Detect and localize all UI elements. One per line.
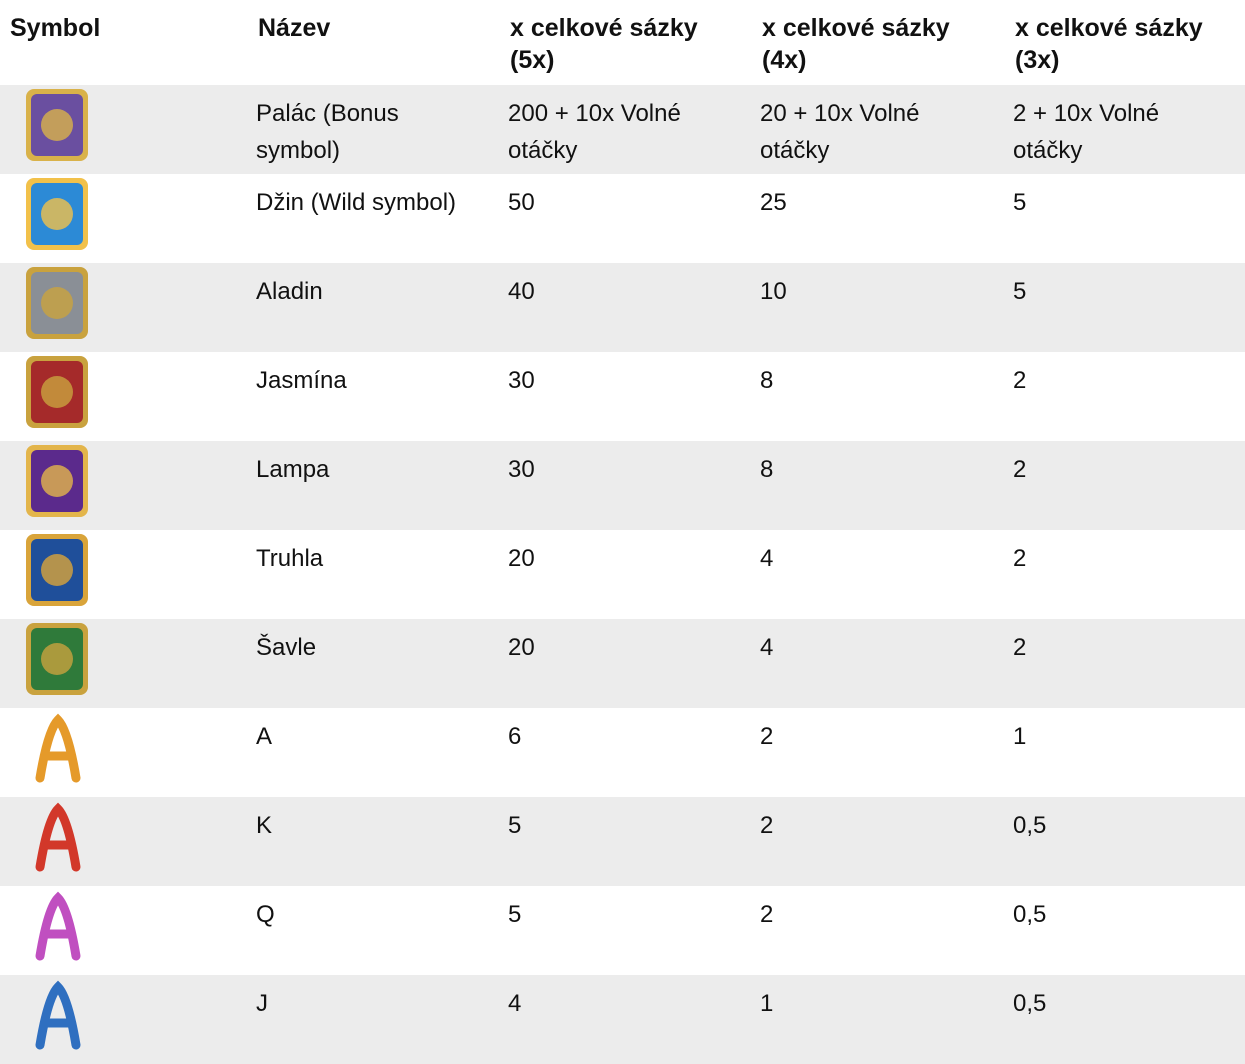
payout-cell: 5 bbox=[1013, 189, 1027, 216]
name-cell: Q bbox=[256, 901, 275, 928]
payout-cell: 2 bbox=[752, 797, 1005, 886]
payout-cell: 0,5 bbox=[1005, 975, 1245, 1064]
symbol-icon bbox=[26, 89, 88, 161]
payout-cell: 4 bbox=[500, 975, 752, 1064]
name-cell: Palác (Bonus symbol) bbox=[248, 85, 500, 174]
name-cell: Truhla bbox=[256, 545, 324, 572]
symbol-cell bbox=[0, 797, 248, 886]
column-header: Symbol bbox=[10, 14, 101, 42]
name-cell: K bbox=[248, 797, 500, 886]
table-body: Palác (Bonus symbol) 200 + 10x Volné otáč… bbox=[0, 85, 1245, 1064]
symbol-cell bbox=[0, 174, 248, 263]
page: Symbol Název x celkové sázky (5x) x celkové… bbox=[0, 14, 1245, 1064]
table-row: Aladin 40 10 5 bbox=[0, 263, 1245, 352]
symbol-icon bbox=[35, 980, 81, 1050]
symbol-icon bbox=[35, 713, 81, 783]
payout-cell: 10 bbox=[752, 263, 1005, 352]
name-cell: Lampa bbox=[248, 441, 500, 530]
symbol-cell bbox=[0, 886, 248, 975]
payout-cell: 8 bbox=[752, 441, 1005, 530]
symbol-cell bbox=[0, 530, 248, 619]
symbol-icon bbox=[35, 802, 81, 872]
payout-cell: 40 bbox=[500, 263, 752, 352]
name-cell: A bbox=[256, 723, 273, 750]
symbol-icon bbox=[26, 267, 88, 339]
payout-cell: 2 bbox=[1013, 367, 1027, 394]
symbol-icon bbox=[26, 534, 88, 606]
table-row: A 6 2 1 bbox=[0, 708, 1245, 797]
header-row: Symbol Název x celkové sázky (5x) x celkové… bbox=[0, 0, 1245, 85]
payout-cell: 30 bbox=[500, 441, 752, 530]
payout-cell: 2 bbox=[760, 901, 774, 928]
symbol-icon bbox=[26, 623, 88, 695]
payout-cell: 0,5 bbox=[1005, 797, 1245, 886]
symbol-icon bbox=[26, 445, 88, 517]
payout-cell: 4 bbox=[760, 545, 774, 572]
payout-cell: 200 + 10x Volné otáčky bbox=[500, 85, 752, 174]
table-row: Q 5 2 0,5 bbox=[0, 886, 1245, 975]
payout-cell: 4 bbox=[752, 619, 1005, 708]
symbol-icon bbox=[26, 356, 88, 428]
symbol-cell bbox=[0, 441, 248, 530]
payout-cell: 2 bbox=[1005, 619, 1245, 708]
table-row: J 4 1 0,5 bbox=[0, 975, 1245, 1064]
payout-cell: 0,5 bbox=[1013, 901, 1047, 928]
payout-cell: 8 bbox=[760, 367, 774, 394]
table-row: Palác (Bonus symbol) 200 + 10x Volné otáč… bbox=[0, 85, 1245, 174]
payout-cell: 2 bbox=[1013, 545, 1027, 572]
symbol-icon bbox=[26, 178, 88, 250]
payout-cell: 20 bbox=[508, 545, 535, 572]
payout-cell: 5 bbox=[508, 901, 522, 928]
column-header: x celkové sázky (3x) bbox=[1015, 14, 1203, 74]
symbol-icon bbox=[35, 891, 81, 961]
payout-cell: 2 bbox=[760, 723, 774, 750]
symbol-cell bbox=[0, 708, 248, 797]
table-row: Šavle 20 4 2 bbox=[0, 619, 1245, 708]
table-row: K 5 2 0,5 bbox=[0, 797, 1245, 886]
symbol-cell bbox=[0, 975, 248, 1064]
payout-cell: 25 bbox=[760, 189, 787, 216]
table-row: Jasmína 30 8 2 bbox=[0, 352, 1245, 441]
payout-cell: 1 bbox=[752, 975, 1005, 1064]
symbol-cell bbox=[0, 619, 248, 708]
symbol-cell bbox=[0, 352, 248, 441]
table-row: Lampa 30 8 2 bbox=[0, 441, 1245, 530]
payout-cell: 5 bbox=[1005, 263, 1245, 352]
name-cell: Aladin bbox=[248, 263, 500, 352]
column-header: x celkové sázky (5x) bbox=[510, 14, 698, 74]
name-cell: Jasmína bbox=[256, 367, 347, 394]
symbol-cell bbox=[0, 263, 248, 352]
name-cell: Šavle bbox=[248, 619, 500, 708]
payout-cell: 5 bbox=[500, 797, 752, 886]
table-row: Džin (Wild symbol) 50 25 5 bbox=[0, 174, 1245, 263]
payout-cell: 30 bbox=[508, 367, 535, 394]
payout-cell: 50 bbox=[508, 189, 535, 216]
table-row: Truhla 20 4 2 bbox=[0, 530, 1245, 619]
column-header: x celkové sázky (4x) bbox=[762, 14, 950, 74]
symbol-cell bbox=[0, 85, 248, 174]
column-header: Název bbox=[258, 14, 331, 42]
payout-cell: 20 + 10x Volné otáčky bbox=[752, 85, 1005, 174]
payout-cell: 6 bbox=[508, 723, 522, 750]
payout-cell: 2 + 10x Volné otáčky bbox=[1005, 85, 1245, 174]
name-cell: J bbox=[248, 975, 500, 1064]
payout-cell: 1 bbox=[1013, 723, 1027, 750]
name-cell: Džin (Wild symbol) bbox=[256, 189, 457, 216]
payout-cell: 20 bbox=[500, 619, 752, 708]
payout-cell: 2 bbox=[1005, 441, 1245, 530]
